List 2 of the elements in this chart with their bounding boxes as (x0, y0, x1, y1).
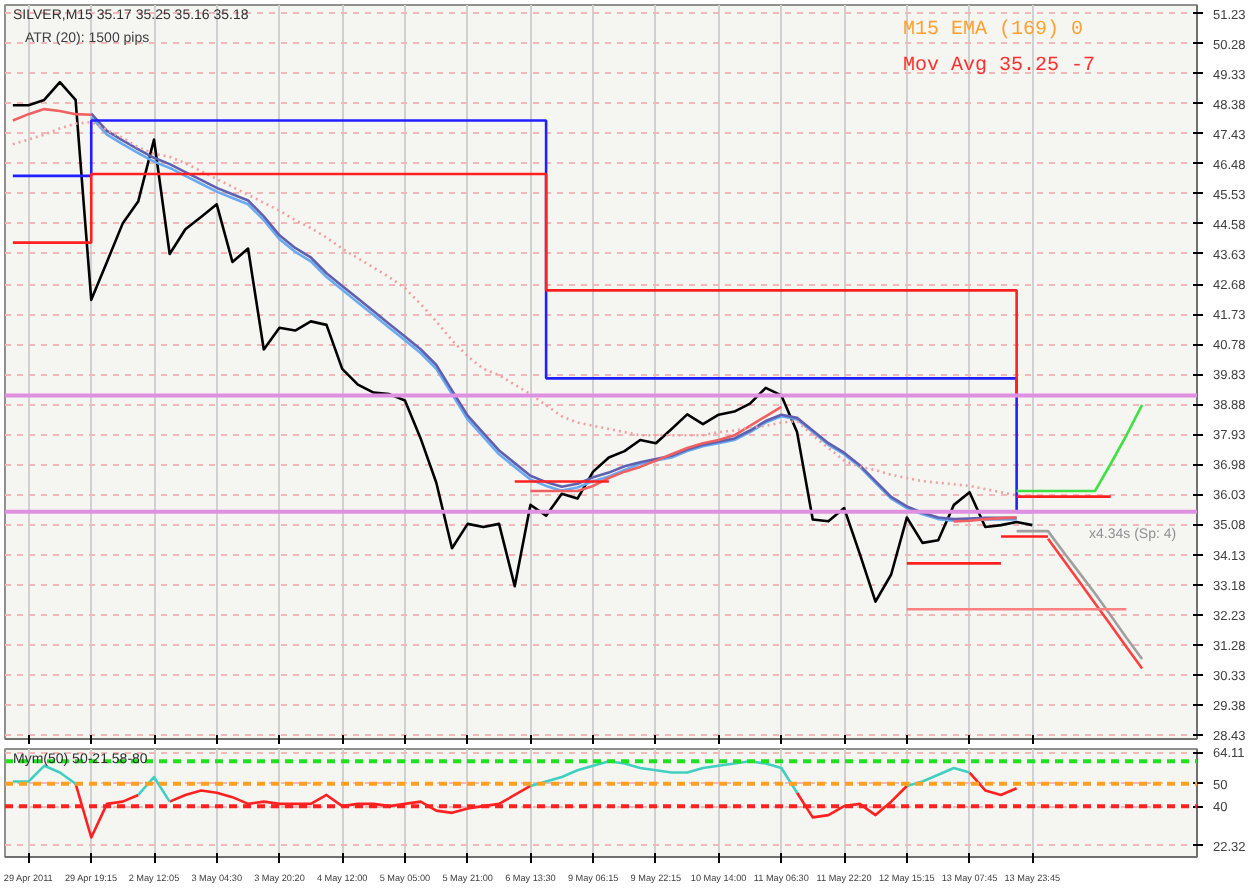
annotation: Mov Avg 35.25 -7 (903, 56, 1096, 78)
annotation: M15 EMA (169) 0 (903, 18, 1084, 42)
